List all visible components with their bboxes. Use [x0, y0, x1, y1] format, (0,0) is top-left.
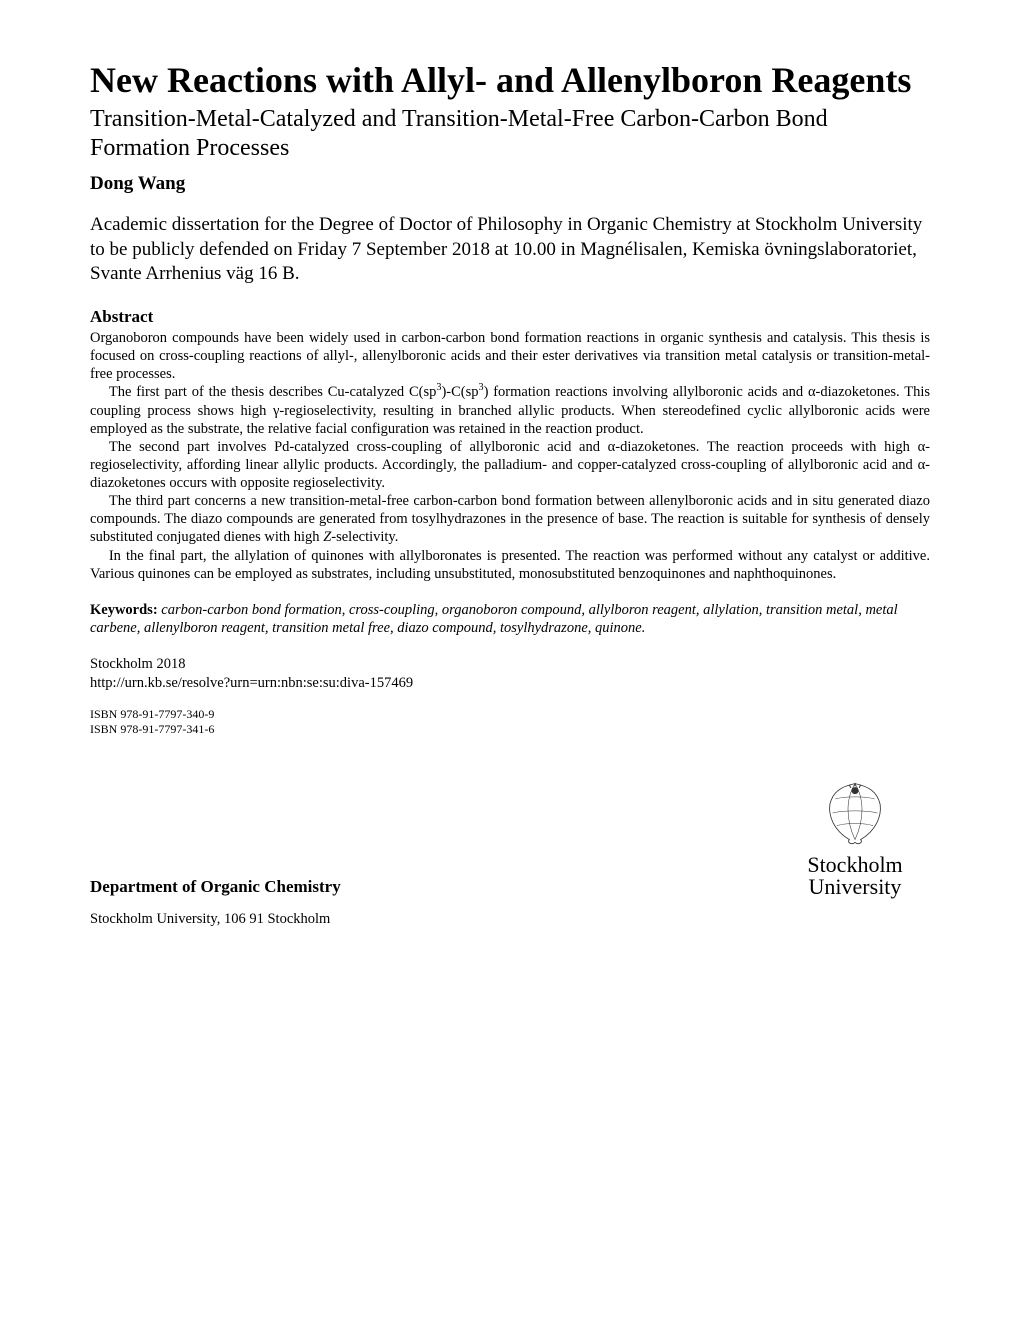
logo-text-line: University [780, 876, 930, 898]
abstract-paragraph: Organoboron compounds have been widely u… [90, 329, 930, 383]
publication-city-year: Stockholm 2018 [90, 655, 930, 674]
defense-info: Academic dissertation for the Degree of … [90, 213, 930, 287]
keywords-block: Keywords: carbon-carbon bond formation, … [90, 601, 930, 637]
abstract-paragraph: In the final part, the allylation of qui… [90, 547, 930, 583]
publication-url: http://urn.kb.se/resolve?urn=urn:nbn:se:… [90, 674, 930, 693]
keywords-text: carbon-carbon bond formation, cross-coup… [90, 602, 898, 636]
abstract-paragraph: The third part concerns a new transition… [90, 492, 930, 546]
isbn-line: ISBN 978-91-7797-340-9 [90, 707, 930, 723]
document-title: New Reactions with Allyl- and Allenylbor… [90, 60, 930, 101]
document-subtitle: Transition-Metal-Catalyzed and Transitio… [90, 105, 930, 163]
isbn-line: ISBN 978-91-7797-341-6 [90, 722, 930, 738]
department-address: Stockholm University, 106 91 Stockholm [90, 911, 780, 928]
footer-row: Department of Organic Chemistry Stockhol… [90, 778, 930, 928]
abstract-paragraph: The second part involves Pd-catalyzed cr… [90, 438, 930, 492]
abstract-paragraph: The first part of the thesis describes C… [90, 383, 930, 437]
university-seal-icon [820, 778, 890, 848]
logo-text-line: Stockholm [780, 854, 930, 876]
university-logo: Stockholm University [780, 778, 930, 898]
author-name: Dong Wang [90, 173, 930, 195]
keywords-label: Keywords: [90, 602, 161, 618]
department-block: Department of Organic Chemistry Stockhol… [90, 877, 780, 928]
department-heading: Department of Organic Chemistry [90, 877, 780, 897]
abstract-heading: Abstract [90, 307, 930, 327]
publication-info: Stockholm 2018 http://urn.kb.se/resolve?… [90, 655, 930, 693]
abstract-body: Organoboron compounds have been widely u… [90, 329, 930, 583]
isbn-block: ISBN 978-91-7797-340-9 ISBN 978-91-7797-… [90, 707, 930, 738]
